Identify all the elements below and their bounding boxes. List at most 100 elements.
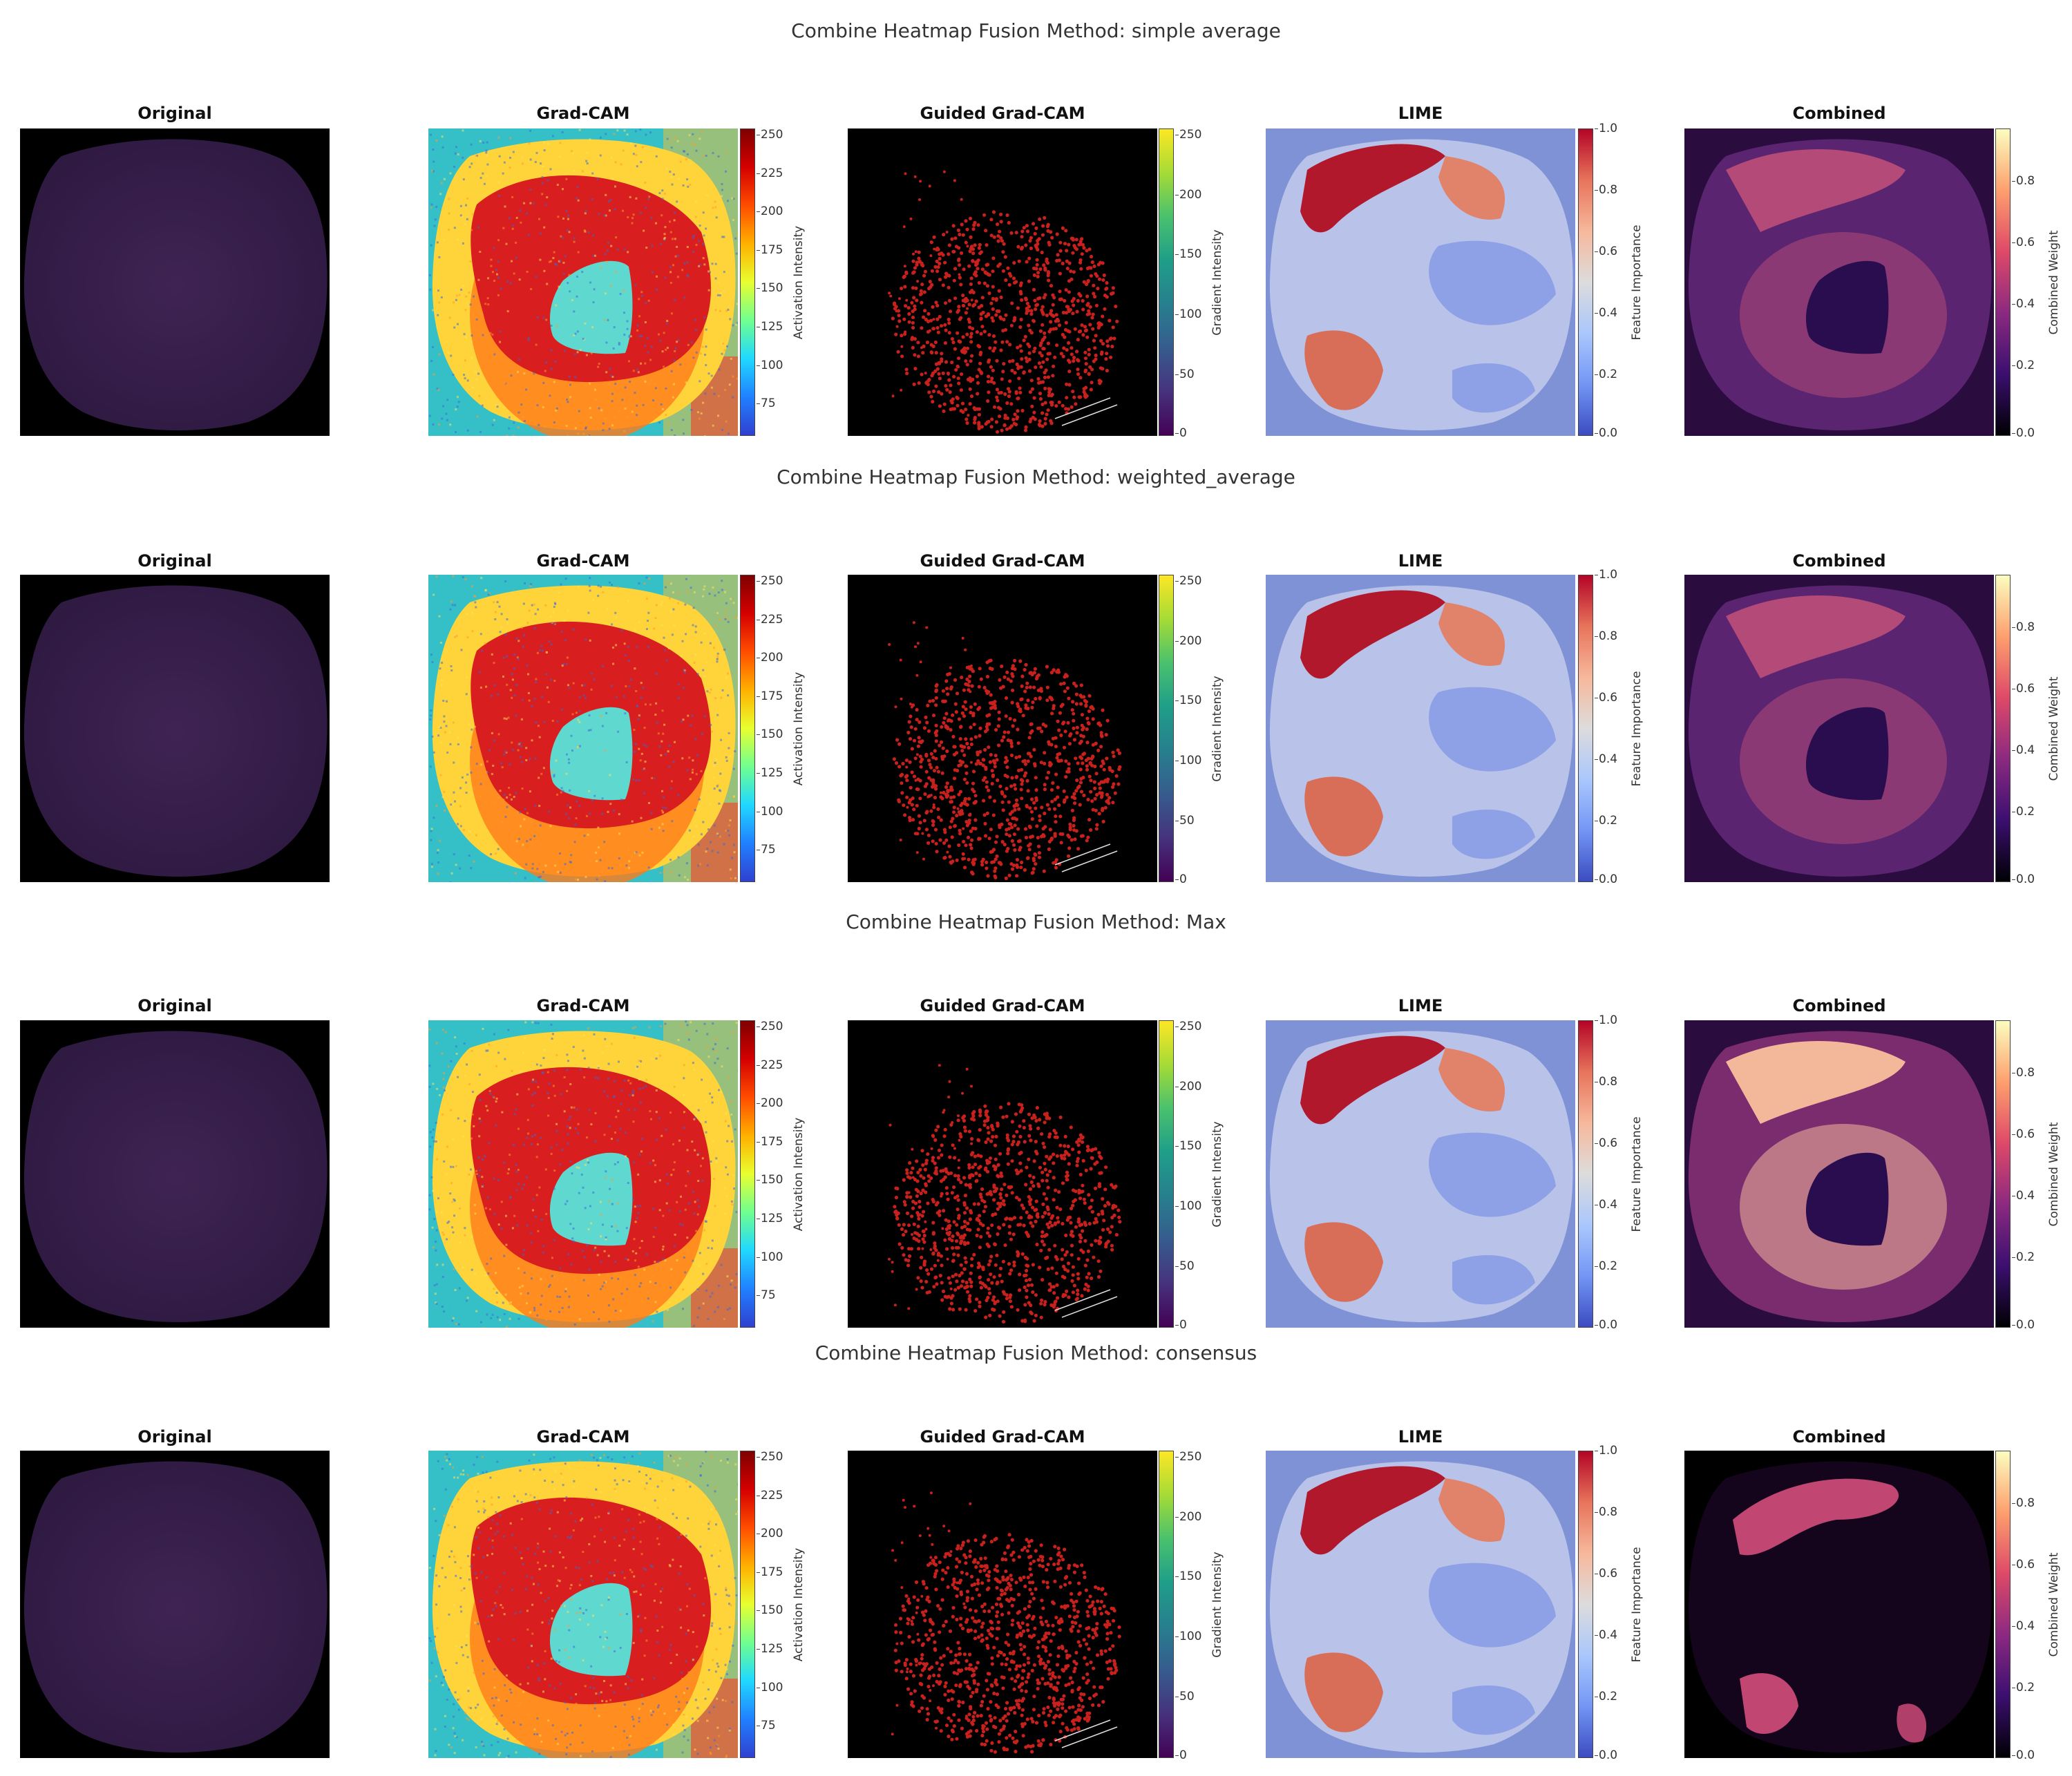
- heatmap-image-combined: [1684, 1451, 1994, 1758]
- panel-title-combined: Combined: [1792, 996, 1886, 1015]
- heatmap-image-gradcam: [428, 575, 738, 882]
- panel-title-combined: Combined: [1792, 551, 1886, 571]
- heatmap-image-original: [20, 1020, 330, 1328]
- colorbar-tick-label: 0: [1175, 1317, 1187, 1332]
- panel-title-original: Original: [137, 551, 212, 571]
- heatmap-image-lime: [1266, 1020, 1575, 1328]
- colorbar-tick-label: 0.0: [1594, 1748, 1618, 1762]
- colorbar-tick-label: 0.0: [2011, 1748, 2035, 1762]
- colorbar-tick-label: 0.6: [1594, 1136, 1618, 1150]
- row-title: Combine Heatmap Fusion Method: simple av…: [791, 19, 1281, 42]
- colorbar-tick-label: 0.2: [2011, 358, 2035, 372]
- colorbar-guided: [1159, 1451, 1174, 1758]
- panel-title-combined: Combined: [1792, 1427, 1886, 1446]
- colorbar-tick-label: 0.4: [2011, 743, 2035, 757]
- heatmap-image-original: [20, 1451, 330, 1758]
- colorbar-label: Feature Importance: [1630, 1116, 1644, 1232]
- colorbar-tick-label: 0.4: [2011, 1619, 2035, 1633]
- colorbar-tick-label: 0.2: [1594, 1690, 1618, 1703]
- colorbar-label: Activation Intensity: [792, 1117, 806, 1231]
- colorbar-tick-label: 200: [1175, 633, 1202, 648]
- colorbar-tick-label: 250: [1175, 573, 1202, 588]
- colorbar-tick-label: 0.4: [2011, 296, 2035, 311]
- colorbar-label: Combined Weight: [2047, 230, 2061, 334]
- colorbar-tick-label: 225: [756, 612, 783, 627]
- colorbar-lime: [1578, 575, 1593, 882]
- colorbar-label: Combined Weight: [2047, 676, 2061, 781]
- colorbar-tick-label: 0.4: [1594, 306, 1618, 320]
- colorbar-label: Activation Intensity: [792, 1547, 806, 1661]
- colorbar-tick-label: 200: [756, 204, 783, 219]
- colorbar-tick-label: 200: [1175, 1079, 1202, 1094]
- colorbar-tick-label: 0.6: [1594, 1567, 1618, 1581]
- colorbar-label: Feature Importance: [1630, 670, 1644, 787]
- colorbar-tick-label: 200: [1175, 187, 1202, 202]
- panel-title-guided: Guided Grad-CAM: [920, 551, 1085, 571]
- colorbar-tick-label: 250: [756, 1019, 783, 1033]
- colorbar-label: Gradient Intensity: [1210, 675, 1224, 782]
- panel-title-lime: LIME: [1398, 1427, 1443, 1446]
- colorbar-lime: [1578, 128, 1593, 436]
- colorbar-tick-label: 0.0: [2011, 872, 2035, 886]
- colorbar-tick-label: 150: [1175, 694, 1202, 708]
- heatmap-image-original: [20, 575, 330, 882]
- panel-title-gradcam: Grad-CAM: [536, 1427, 630, 1446]
- colorbar-tick-label: 0.2: [1594, 814, 1618, 828]
- colorbar-tick-label: 250: [756, 127, 783, 142]
- colorbar-tick-label: 100: [1175, 307, 1202, 322]
- colorbar-tick-label: 100: [1175, 1630, 1202, 1644]
- panel-title-lime: LIME: [1398, 996, 1443, 1015]
- colorbar-tick-label: 0.8: [1594, 1505, 1618, 1519]
- colorbar-label: Feature Importance: [1630, 1546, 1644, 1663]
- colorbar-tick-label: 75: [757, 1719, 776, 1733]
- colorbar-tick-label: 150: [756, 727, 783, 742]
- colorbar-tick-label: 100: [756, 358, 783, 372]
- colorbar-tick-label: 0.8: [2011, 620, 2035, 634]
- colorbar-gradcam: [740, 1020, 755, 1328]
- colorbar-tick-label: 50: [1175, 367, 1195, 381]
- colorbar-tick-label: 200: [756, 1527, 783, 1541]
- colorbar-tick-label: 200: [756, 1096, 783, 1111]
- colorbar-tick-label: 100: [1175, 754, 1202, 768]
- colorbar-lime: [1578, 1451, 1593, 1758]
- heatmap-image-lime: [1266, 575, 1575, 882]
- colorbar-tick-label: 0.4: [1594, 752, 1618, 766]
- colorbar-combined: [1995, 128, 2011, 436]
- heatmap-image-gradcam: [428, 1451, 738, 1758]
- colorbar-tick-label: 0.0: [1594, 1317, 1618, 1332]
- colorbar-tick-label: 175: [756, 1565, 783, 1579]
- colorbar-tick-label: 1.0: [1594, 1444, 1618, 1458]
- colorbar-label: Gradient Intensity: [1210, 229, 1224, 336]
- colorbar-lime: [1578, 1020, 1593, 1328]
- colorbar-tick-label: 0.2: [2011, 1250, 2035, 1264]
- colorbar-tick-label: 0.8: [2011, 1496, 2035, 1510]
- row-title: Combine Heatmap Fusion Method: weighted_…: [777, 466, 1295, 488]
- colorbar-tick-label: 0.4: [1594, 1628, 1618, 1642]
- colorbar-label: Gradient Intensity: [1210, 1120, 1224, 1228]
- colorbar-tick-label: 150: [1175, 247, 1202, 262]
- colorbar-tick-label: 0.6: [2011, 681, 2035, 696]
- panel-title-guided: Guided Grad-CAM: [920, 1427, 1085, 1446]
- colorbar-gradcam: [740, 128, 755, 436]
- colorbar-tick-label: 0.6: [2011, 1557, 2035, 1572]
- colorbar-tick-label: 0.2: [1594, 1259, 1618, 1273]
- colorbar-tick-label: 200: [756, 651, 783, 665]
- colorbar-tick-label: 100: [1175, 1199, 1202, 1214]
- colorbar-tick-label: 175: [756, 689, 783, 703]
- colorbar-tick-label: 0: [1175, 872, 1187, 886]
- colorbar-combined: [1995, 1451, 2011, 1758]
- colorbar-label: Gradient Intensity: [1210, 1551, 1224, 1658]
- heatmap-image-guided: [848, 575, 1157, 882]
- colorbar-tick-label: 0.2: [2011, 804, 2035, 819]
- colorbar-label: Combined Weight: [2047, 1552, 2061, 1656]
- colorbar-tick-label: 0.8: [1594, 183, 1618, 197]
- panel-title-guided: Guided Grad-CAM: [920, 104, 1085, 123]
- colorbar-tick-label: 225: [756, 1488, 783, 1502]
- colorbar-tick-label: 0: [1175, 1748, 1187, 1762]
- colorbar-tick-label: 225: [756, 166, 783, 180]
- heatmap-image-lime: [1266, 1451, 1575, 1758]
- colorbar-tick-label: 75: [757, 397, 776, 411]
- colorbar-tick-label: 0.0: [1594, 872, 1618, 886]
- panel-title-original: Original: [137, 104, 212, 123]
- colorbar-tick-label: 50: [1175, 814, 1195, 828]
